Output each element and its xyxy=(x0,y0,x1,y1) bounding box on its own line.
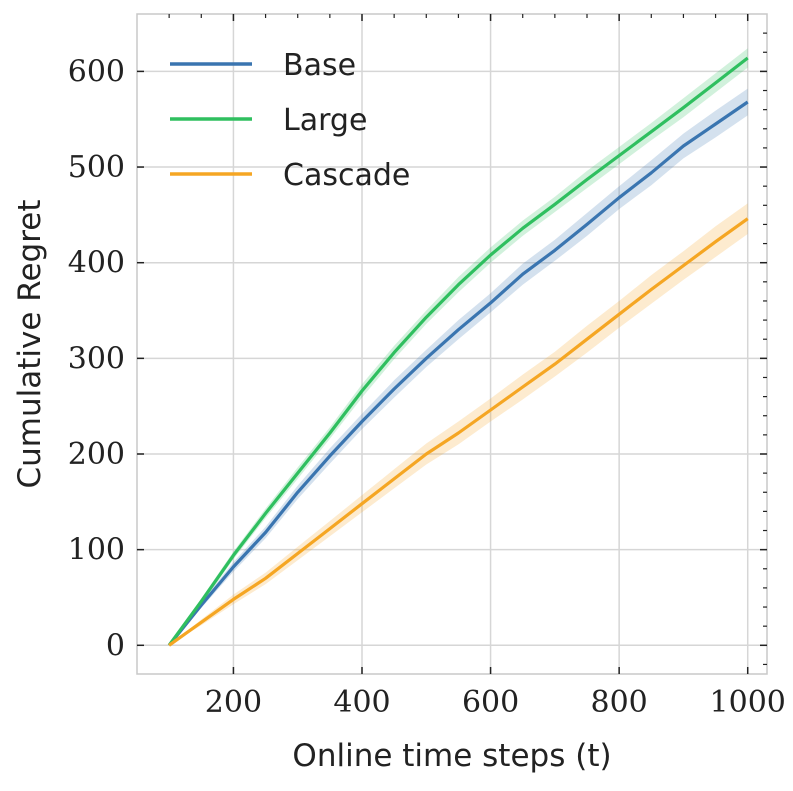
legend-label-cascade: Cascade xyxy=(283,158,410,193)
axis-ticks xyxy=(137,14,767,674)
grid-lines xyxy=(137,14,767,674)
x-tick-label: 200 xyxy=(205,685,262,720)
x-axis-label: Online time steps (t) xyxy=(292,738,611,774)
x-tick-label: 1000 xyxy=(710,685,786,720)
line-base xyxy=(167,100,749,647)
series-lines xyxy=(167,56,749,647)
line-large xyxy=(167,56,749,647)
line-cascade xyxy=(168,217,749,647)
y-tick-label: 100 xyxy=(68,533,125,568)
legend: Base Large Cascade xyxy=(170,48,410,193)
band-cascade xyxy=(169,203,748,646)
y-tick-label: 400 xyxy=(68,246,125,281)
x-tick-labels: 200 400 600 800 1000 xyxy=(205,685,786,720)
y-axis-label: Cumulative Regret xyxy=(12,200,48,489)
y-tick-label: 300 xyxy=(68,341,125,376)
y-tick-label: 600 xyxy=(68,54,125,89)
legend-label-large: Large xyxy=(283,103,367,138)
x-tick-label: 800 xyxy=(591,685,648,720)
confidence-bands xyxy=(169,48,748,646)
band-base xyxy=(169,88,748,646)
y-tick-label: 0 xyxy=(106,628,125,663)
y-tick-label: 500 xyxy=(68,150,125,185)
legend-label-base: Base xyxy=(283,48,356,83)
band-large xyxy=(169,48,748,646)
x-tick-label: 400 xyxy=(333,685,390,720)
y-tick-labels: 0 100 200 300 400 500 600 xyxy=(68,54,125,663)
x-tick-label: 600 xyxy=(462,685,519,720)
plot-frame xyxy=(136,13,768,675)
y-tick-label: 200 xyxy=(68,437,125,472)
